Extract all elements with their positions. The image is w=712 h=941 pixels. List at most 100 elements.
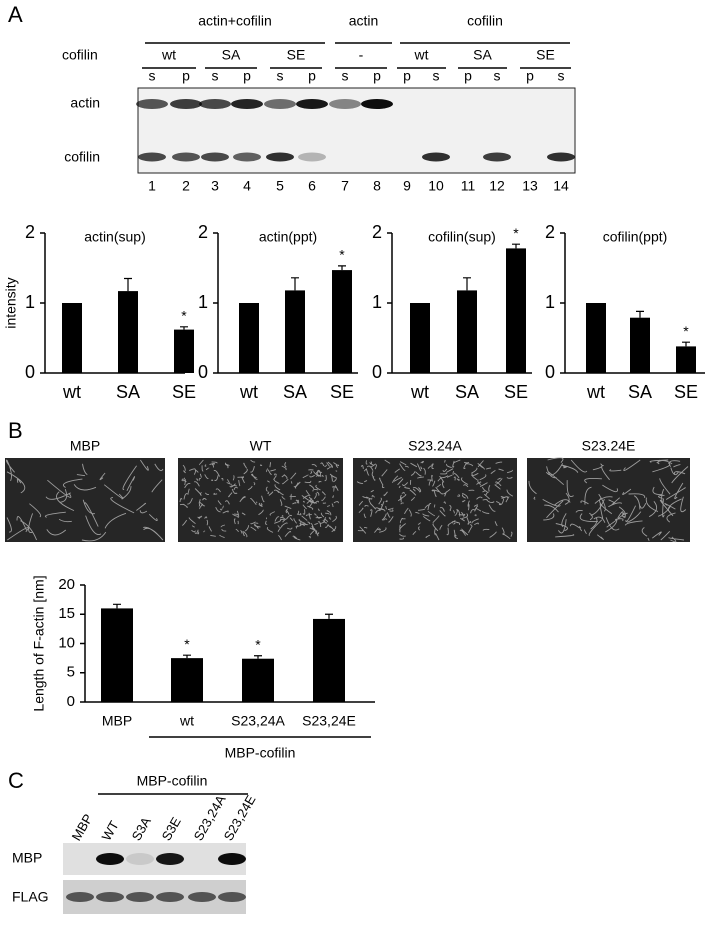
gel-row-header: cofilin (62, 47, 98, 63)
bar (676, 346, 696, 373)
lane-number: 5 (276, 178, 284, 194)
lane-type: p (182, 68, 190, 84)
bar (174, 329, 194, 373)
blot-band (126, 892, 154, 902)
chart-title: actin(sup) (84, 229, 145, 245)
error-bar (180, 326, 188, 330)
blot-band (156, 892, 184, 902)
chart-title: actin(ppt) (259, 229, 317, 245)
bar (62, 303, 82, 373)
micrograph (178, 458, 343, 542)
gel-condition: - (359, 47, 364, 63)
gel-band (296, 99, 328, 109)
filaments (5, 459, 164, 542)
gel-condition: SE (287, 47, 306, 63)
x-tick-label: SE (172, 382, 196, 402)
error-bar (113, 603, 121, 609)
bar (586, 303, 606, 373)
y-axis-label: intensity (3, 277, 19, 328)
gel-band (201, 152, 229, 162)
filaments (528, 457, 689, 543)
blot-band (126, 853, 154, 865)
band-label: actin (70, 95, 100, 111)
bar (313, 618, 345, 702)
bar (410, 303, 430, 373)
gel-band (233, 152, 261, 162)
y-tick-label: 0 (545, 362, 555, 382)
y-tick-label: 2 (545, 222, 555, 242)
y-tick-label: 2 (372, 222, 382, 242)
lane-type: p (308, 68, 316, 84)
gel-band (483, 152, 511, 162)
blot-header: MBP-cofilin (137, 773, 208, 789)
blot-lane-label: S3E (159, 814, 184, 843)
lane-number: 14 (553, 178, 569, 194)
lane-type: p (243, 68, 251, 84)
bar (457, 290, 477, 373)
lane-type: s (494, 68, 501, 84)
blot-lane-label: WT (99, 818, 122, 843)
error-bar (254, 655, 262, 659)
bar (242, 658, 274, 702)
annotation: * (255, 636, 261, 652)
gel-group: actin+cofilin (198, 13, 272, 29)
error-bar (512, 243, 520, 249)
gel-band (199, 99, 231, 109)
gel-condition: SA (222, 47, 241, 63)
annotation: * (683, 323, 689, 339)
error-bar (325, 613, 333, 619)
x-tick-label: SE (504, 382, 528, 402)
gel-band (264, 99, 296, 109)
y-tick-label: 2 (198, 222, 208, 242)
annotation: * (513, 225, 519, 241)
blot-band (188, 892, 216, 902)
error-bar (636, 310, 644, 318)
bar (118, 291, 138, 373)
blot-band (96, 853, 124, 865)
error-bar (338, 265, 346, 271)
gel-condition: wt (414, 47, 429, 63)
gel-band (231, 99, 263, 109)
x-tick-label: SA (455, 382, 479, 402)
bar (285, 290, 305, 373)
blot-band (156, 853, 184, 865)
lane-number: 6 (308, 178, 316, 194)
lane-number: 10 (428, 178, 444, 194)
blot-band (96, 892, 124, 902)
annotation: * (184, 636, 190, 652)
panel-label: C (8, 768, 24, 793)
blot-lane-label: S3A (129, 814, 154, 843)
lane-type: s (277, 68, 284, 84)
y-tick-label: 20 (58, 576, 75, 593)
y-tick-label: 0 (25, 362, 35, 382)
y-tick-label: 15 (58, 605, 75, 622)
lane-number: 4 (243, 178, 251, 194)
blot-row-label: FLAG (12, 889, 49, 905)
gel-band (170, 99, 202, 109)
x-tick-label: SA (283, 382, 307, 402)
y-tick-label: 0 (67, 693, 75, 710)
panel-label: A (8, 2, 23, 27)
lane-type: s (212, 68, 219, 84)
x-tick-label: wt (62, 382, 81, 402)
gel-condition: wt (161, 47, 176, 63)
gel-band (361, 99, 393, 109)
bar (171, 658, 203, 702)
gel-band (329, 99, 361, 109)
lane-number: 9 (403, 178, 411, 194)
lane-number: 13 (522, 178, 538, 194)
gel-band (172, 152, 200, 162)
lane-number: 1 (148, 178, 156, 194)
x-tick-label: S23,24E (302, 713, 356, 729)
blot-lane-label: MBP (69, 811, 96, 843)
gel-band (266, 152, 294, 162)
error-bar (124, 277, 132, 292)
group-label: MBP-cofilin (225, 745, 296, 761)
lane-type: s (342, 68, 349, 84)
chart-title: cofilin(ppt) (603, 229, 668, 245)
lane-type: s (558, 68, 565, 84)
lane-number: 8 (373, 178, 381, 194)
bar (101, 608, 133, 702)
gel-group: cofilin (467, 13, 503, 29)
gel-band (547, 152, 575, 162)
